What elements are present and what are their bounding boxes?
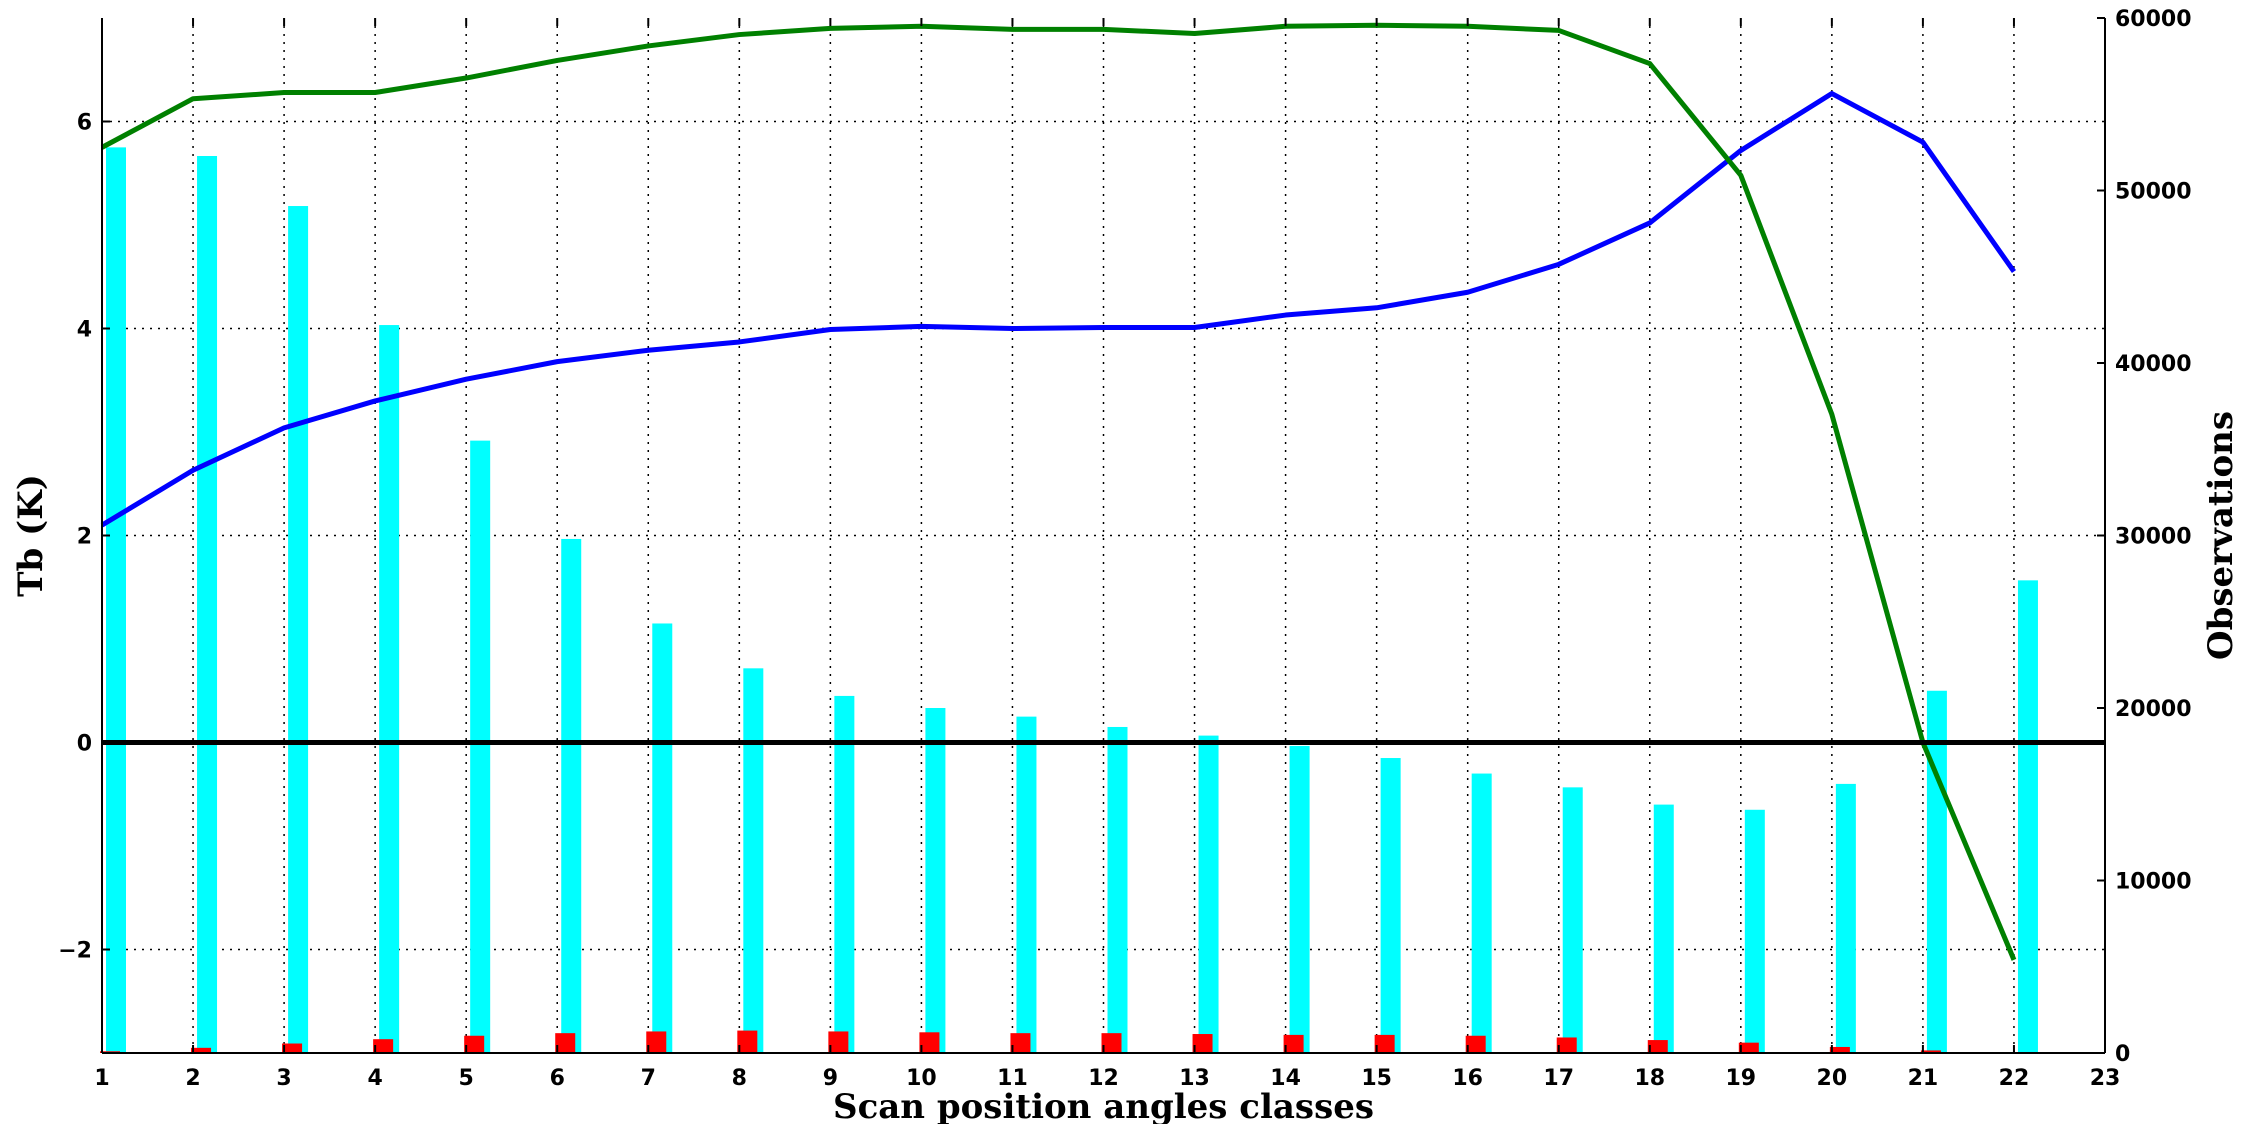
y-tick-label: 4 <box>77 318 92 343</box>
x-tick-label: 9 <box>823 1066 838 1091</box>
bar-observations <box>197 156 218 1053</box>
y2-tick-label: 20000 <box>2115 697 2192 722</box>
x-tick-label: 8 <box>732 1066 747 1091</box>
x-tick-label: 4 <box>367 1066 382 1091</box>
bar-observations-rejected <box>1465 1035 1486 1053</box>
bar-observations-rejected <box>464 1035 485 1053</box>
y2-tick-label: 10000 <box>2115 870 2192 895</box>
bar-observations <box>1653 804 1674 1053</box>
bar-observations <box>1562 787 1583 1053</box>
y-tick-label: −2 <box>58 939 92 964</box>
bar-observations-rejected <box>555 1033 576 1053</box>
bars <box>100 147 2038 1053</box>
y2-tick-label: 50000 <box>2115 180 2192 205</box>
y-axis-title: Tb (K) <box>11 474 51 597</box>
bar-observations-rejected <box>1283 1034 1304 1053</box>
x-tick-label: 15 <box>1361 1066 1392 1091</box>
x-tick-label: 5 <box>459 1066 474 1091</box>
bar-observations-rejected <box>1738 1042 1759 1053</box>
bar-observations <box>652 623 673 1053</box>
x-tick-label: 10 <box>906 1066 937 1091</box>
bar-observations-rejected <box>1374 1034 1395 1053</box>
x-tick-label: 6 <box>550 1066 565 1091</box>
x-tick-label: 11 <box>997 1066 1028 1091</box>
axes <box>101 17 2106 1054</box>
x-tick-label: 1 <box>94 1066 109 1091</box>
bar-observations <box>1016 716 1037 1053</box>
bar-observations <box>1198 735 1219 1053</box>
bar-observations-rejected <box>373 1039 394 1053</box>
x-tick-label: 20 <box>1817 1066 1848 1091</box>
line-series-blue <box>100 91 2016 528</box>
x-tick-label: 22 <box>1999 1066 2030 1091</box>
bar-observations-rejected <box>737 1030 758 1053</box>
bar-observations-rejected <box>1556 1037 1577 1053</box>
bar-observations-rejected <box>1829 1046 1850 1053</box>
x-tick-label: 7 <box>641 1066 656 1091</box>
bar-observations <box>1744 809 1765 1053</box>
bar-observations <box>470 440 491 1053</box>
grid-lines <box>101 18 2106 1053</box>
bar-observations-rejected <box>1920 1050 1941 1053</box>
y-tick-label: 2 <box>77 525 92 550</box>
bar-observations-rejected <box>1010 1033 1031 1053</box>
bar-observations-rejected <box>282 1043 303 1053</box>
bar-observations <box>743 668 764 1053</box>
x-axis-title: Scan position angles classes <box>833 1087 1374 1124</box>
y2-tick-label: 40000 <box>2115 352 2192 377</box>
bar-observations <box>834 695 855 1053</box>
bar-observations <box>925 708 946 1053</box>
y-tick-label: 6 <box>77 111 92 136</box>
bar-observations-rejected <box>646 1031 667 1053</box>
x-tick-label: 14 <box>1270 1066 1301 1091</box>
x-tick-label: 2 <box>185 1066 200 1091</box>
x-tick-label: 19 <box>1726 1066 1757 1091</box>
x-tick-label: 18 <box>1634 1066 1665 1091</box>
bar-observations <box>561 538 582 1053</box>
x-tick-label: 3 <box>276 1066 291 1091</box>
bar-observations <box>1380 758 1401 1053</box>
y2-tick-label: 30000 <box>2115 525 2192 550</box>
bar-observations-rejected <box>828 1031 849 1053</box>
bar-observations <box>1289 745 1310 1053</box>
y2-tick-label: 60000 <box>2115 7 2192 32</box>
bar-observations <box>1471 773 1492 1053</box>
y-tick-label: 0 <box>77 732 92 757</box>
bar-observations <box>1926 690 1947 1053</box>
x-tick-label: 17 <box>1543 1066 1574 1091</box>
x-tick-label: 13 <box>1179 1066 1210 1091</box>
x-tick-label: 16 <box>1452 1066 1483 1091</box>
x-tick-label: 12 <box>1088 1066 1119 1091</box>
x-tick-label: 21 <box>1908 1066 1939 1091</box>
bar-observations-rejected <box>919 1032 940 1053</box>
bar-observations <box>288 206 309 1053</box>
bar-observations-rejected <box>191 1047 212 1053</box>
bar-observations-rejected <box>1192 1034 1213 1053</box>
bar-observations <box>1835 783 1856 1053</box>
bar-observations <box>1107 726 1128 1053</box>
x-tick-label: 23 <box>2090 1066 2121 1091</box>
line-series-green <box>100 22 2017 961</box>
bar-observations <box>106 147 126 1053</box>
bar-observations-rejected <box>1647 1040 1668 1053</box>
y2-axis-title: Observations <box>2201 411 2241 660</box>
tick-labels: 1 2 3 4 5 6 7 8 9 10 11 12 13 14 15 16 17 18 19 20 21 22 23−20… <box>58 7 2191 1091</box>
bar-observations-rejected <box>1101 1033 1122 1053</box>
series-lines <box>100 22 2017 961</box>
bar-observations <box>379 325 400 1053</box>
bar-observations <box>2017 580 2038 1053</box>
y2-tick-label: 0 <box>2115 1042 2130 1067</box>
